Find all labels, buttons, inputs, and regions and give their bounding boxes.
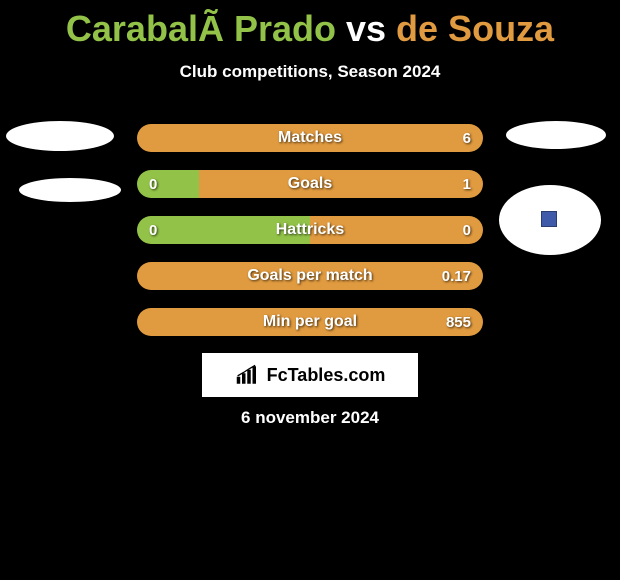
stat-value-player2: 1 — [463, 170, 471, 198]
stat-row: Min per goal855 — [137, 308, 483, 336]
stat-row: Matches6 — [137, 124, 483, 152]
stat-label: Min per goal — [137, 308, 483, 336]
stat-value-player1: 0 — [149, 216, 157, 244]
title-player2: de Souza — [396, 8, 554, 49]
bar-chart-icon — [235, 364, 263, 386]
player2-club-placeholder — [499, 185, 601, 255]
title-vs: vs — [336, 8, 396, 49]
title-player1: CarabalÃ Prado — [66, 8, 336, 49]
stat-label: Matches — [137, 124, 483, 152]
player1-club-placeholder — [19, 178, 121, 202]
stat-row: Hattricks0 0 — [137, 216, 483, 244]
player1-avatar-placeholder — [6, 121, 114, 151]
stat-row: Goals per match0.17 — [137, 262, 483, 290]
stat-value-player2: 855 — [446, 308, 471, 336]
stat-label: Goals — [137, 170, 483, 198]
stat-label: Goals per match — [137, 262, 483, 290]
club-badge-icon — [541, 211, 557, 227]
stat-row: Goals0 1 — [137, 170, 483, 198]
stat-value-player2: 0 — [463, 216, 471, 244]
logo-text: FcTables.com — [267, 365, 386, 386]
stat-value-player2: 6 — [463, 124, 471, 152]
subtitle: Club competitions, Season 2024 — [0, 62, 620, 82]
stat-value-player2: 0.17 — [442, 262, 471, 290]
fctables-logo: FcTables.com — [202, 353, 418, 397]
stats-bars: Matches6Goals01Hattricks00Goals per matc… — [137, 124, 483, 354]
player2-avatar-placeholder — [506, 121, 606, 149]
stat-value-player1: 0 — [149, 170, 157, 198]
date: 6 november 2024 — [0, 408, 620, 428]
stat-label: Hattricks — [137, 216, 483, 244]
page-title: CarabalÃ Prado vs de Souza — [0, 0, 620, 50]
